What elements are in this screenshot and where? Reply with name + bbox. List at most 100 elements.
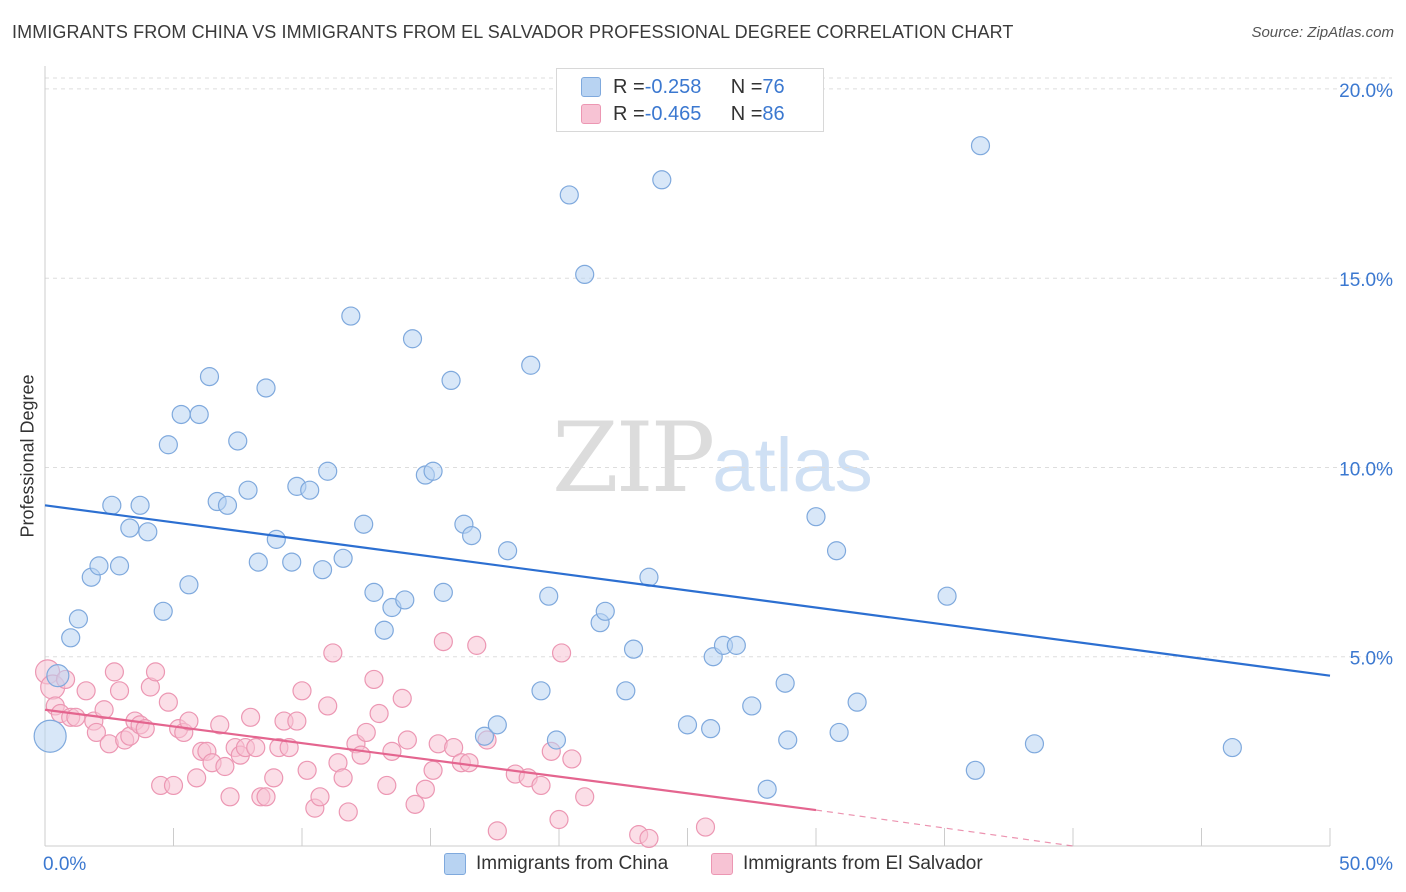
china-point: [521, 355, 541, 375]
china-point: [847, 692, 867, 712]
china-point: [402, 329, 423, 349]
salvador-point: [467, 635, 487, 655]
china-point: [423, 461, 443, 481]
y-tick-label: 20.0%: [1339, 81, 1393, 102]
china-point: [130, 495, 150, 515]
y-tick-label: 15.0%: [1339, 270, 1393, 291]
salvador-point: [187, 768, 207, 788]
china-point: [498, 541, 518, 561]
china-point: [217, 495, 238, 515]
china-point: [623, 639, 644, 659]
legend-n-label: N =: [730, 75, 763, 98]
china-point: [179, 575, 199, 595]
china-point: [300, 480, 320, 500]
legend-n-label: N =: [730, 102, 763, 125]
china-point: [318, 461, 338, 481]
salvador-point: [392, 688, 412, 708]
salvador-point: [423, 760, 443, 780]
y-tick-label: 5.0%: [1350, 649, 1393, 670]
salvador-point: [575, 787, 595, 807]
salvador-trend-line: [44, 708, 817, 812]
y-axis-label: Professional Degree: [17, 374, 38, 538]
correlation-legend: R = -0.258 N = 76 R = -0.465 N = 86: [556, 68, 824, 132]
china-point: [109, 556, 130, 576]
china-point: [189, 404, 209, 425]
salvador-point: [397, 730, 417, 750]
salvador-point: [256, 787, 276, 807]
salvador-point: [459, 753, 479, 773]
salvador-point: [145, 662, 166, 682]
chart-title: IMMIGRANTS FROM CHINA VS IMMIGRANTS FROM…: [12, 22, 1014, 42]
salvador-point: [292, 681, 312, 701]
china-point: [199, 367, 220, 387]
salvador-point: [405, 794, 425, 814]
salvador-point: [104, 662, 124, 682]
salvador-point: [241, 707, 261, 727]
trend-lines: [44, 504, 1331, 847]
salvador-points: [34, 631, 716, 849]
bottom-legend-salvador: Immigrants from El Salvador: [711, 852, 983, 876]
china-point: [441, 370, 461, 390]
legend-r-label: R =: [613, 102, 645, 125]
china-point: [102, 495, 122, 515]
salvador-point: [415, 779, 435, 799]
watermark-atlas: atlas: [712, 423, 873, 508]
china-point: [742, 696, 762, 716]
china-point: [33, 719, 67, 753]
china-point: [153, 601, 173, 621]
china-point: [539, 586, 559, 606]
china-point: [433, 582, 453, 602]
legend-r-label: R =: [613, 75, 645, 98]
china-point: [364, 582, 384, 602]
y-tick-label: 10.0%: [1339, 459, 1393, 480]
salvador-point: [158, 692, 178, 712]
bottom-legend-china: Immigrants from China: [444, 852, 668, 876]
legend-swatch-salvador: [581, 104, 601, 124]
china-point: [256, 378, 276, 398]
salvador-point: [297, 760, 317, 780]
salvador-point: [338, 802, 358, 822]
salvador-point: [94, 700, 114, 720]
watermark: ZIPatlas: [552, 402, 873, 514]
china-point: [158, 435, 178, 455]
salvador-point: [287, 711, 307, 731]
china-point: [757, 779, 777, 799]
source-label: Source: ZipAtlas.com: [1251, 24, 1394, 41]
salvador-point: [433, 631, 453, 652]
china-point: [970, 136, 991, 156]
china-point: [531, 681, 551, 701]
legend-r-value-salvador: -0.465: [644, 102, 702, 125]
china-point: [487, 715, 507, 735]
china-point: [546, 730, 567, 750]
salvador-point: [639, 828, 659, 849]
salvador-point: [562, 749, 582, 769]
china-point: [1222, 737, 1242, 758]
salvador-point: [220, 787, 240, 807]
china-point: [806, 507, 826, 527]
salvador-point: [179, 711, 199, 731]
china-point: [266, 529, 286, 549]
salvador-point: [551, 643, 572, 663]
china-point: [46, 664, 70, 688]
salvador-point: [444, 737, 464, 758]
china-point: [965, 760, 985, 780]
china-point: [341, 306, 361, 326]
china-point: [778, 730, 798, 750]
salvador-point: [356, 722, 376, 743]
china-point: [312, 560, 333, 580]
salvador-point: [487, 821, 507, 841]
china-point: [575, 264, 595, 285]
salvador-point: [351, 745, 371, 765]
x-tick-label: 50.0%: [1339, 854, 1393, 875]
salvador-point: [382, 741, 402, 761]
china-point: [374, 620, 394, 640]
china-point: [652, 170, 672, 190]
axes: [44, 66, 1331, 847]
salvador-point: [531, 775, 551, 796]
china-point: [726, 635, 746, 655]
salvador-point: [369, 703, 389, 724]
china-point: [826, 541, 847, 561]
china-point: [89, 556, 109, 576]
salvador-point: [549, 809, 569, 830]
